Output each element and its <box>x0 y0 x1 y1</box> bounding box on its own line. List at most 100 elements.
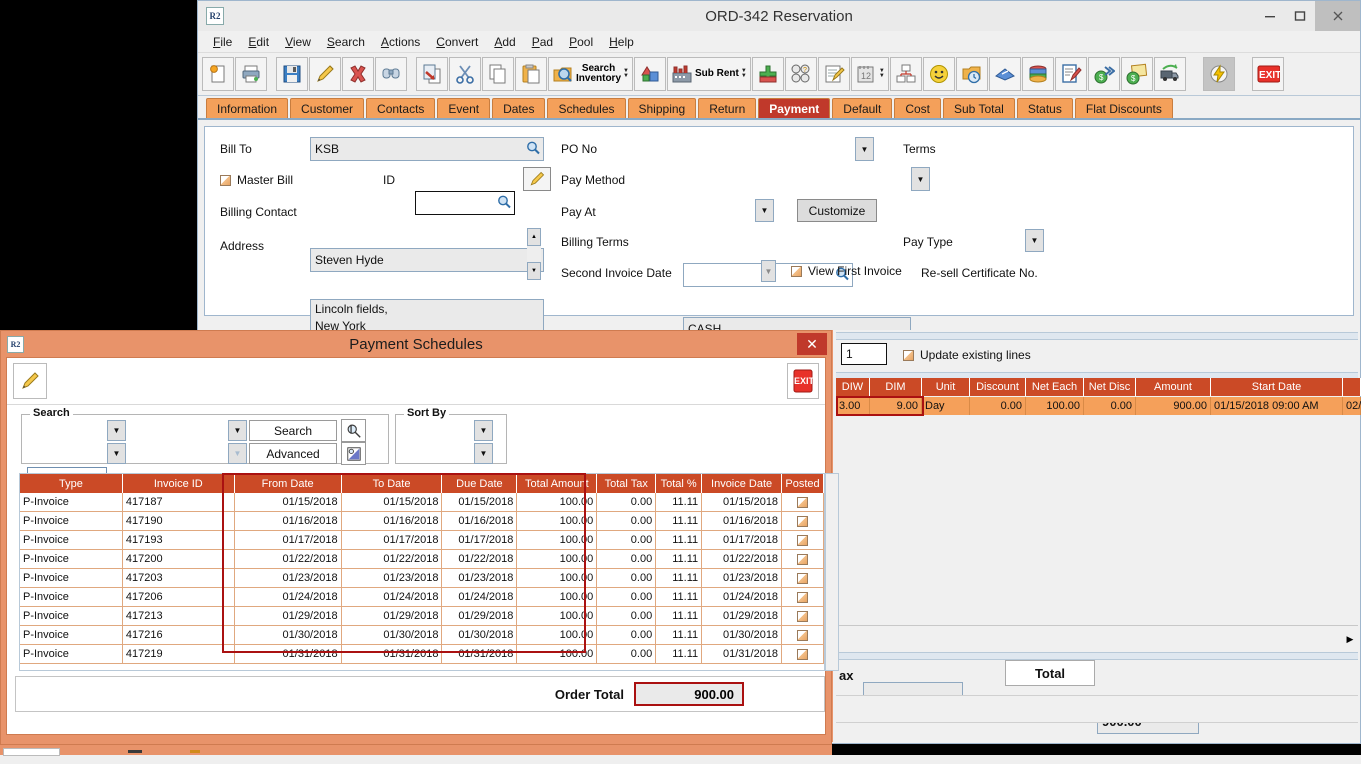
column-header-discount[interactable]: Discount <box>970 378 1026 396</box>
column-header-total-tax[interactable]: Total Tax <box>597 474 657 493</box>
menu-item-pool[interactable]: Pool <box>569 34 594 49</box>
dialog-exit-button[interactable]: EXIT <box>787 363 819 399</box>
tab-default[interactable]: Default <box>832 98 893 118</box>
calendar-icon[interactable]: 12 ▼ ▼ <box>850 57 889 91</box>
search-value-dropdown[interactable]: ▼ <box>228 420 247 441</box>
column-header-total-pct[interactable]: Total % <box>656 474 703 493</box>
taskbar-item[interactable] <box>3 748 60 756</box>
power-flash-icon[interactable] <box>1202 57 1235 91</box>
tab-status[interactable]: Status <box>1016 98 1073 118</box>
search-button[interactable]: Search <box>249 420 337 441</box>
checkbox-icon[interactable] <box>903 349 914 361</box>
money-fast-icon[interactable]: $ <box>1087 57 1120 91</box>
table-row[interactable]: P-Invoice 417203 01/23/2018 01/23/2018 01/23… <box>20 569 824 588</box>
add-plus-icon[interactable] <box>751 57 784 91</box>
tab-event[interactable]: Event <box>437 98 491 118</box>
table-row[interactable]: P-Invoice 417206 01/24/2018 01/24/2018 01/24… <box>20 588 824 607</box>
sort-field-2-dropdown[interactable]: ▼ <box>474 443 493 464</box>
second-invoice-date-dropdown[interactable]: ▼ <box>761 260 776 282</box>
tab-shipping[interactable]: Shipping <box>627 98 697 118</box>
checkbox-icon[interactable] <box>797 629 809 641</box>
pay-type-dropdown[interactable]: ▼ <box>1025 229 1044 252</box>
id-field[interactable] <box>415 191 515 215</box>
column-header-invoice-id[interactable]: Invoice ID <box>122 474 235 493</box>
tab-customer[interactable]: Customer <box>290 98 365 118</box>
tab-information[interactable]: Information <box>206 98 289 118</box>
search-tool-icon[interactable] <box>341 419 366 442</box>
table-row[interactable]: P-Invoice 417213 01/29/2018 01/29/2018 01/29… <box>20 607 824 626</box>
menu-item-view[interactable]: View <box>285 34 311 49</box>
truck-return-icon[interactable] <box>1153 57 1186 91</box>
table-row[interactable]: P-Invoice 417216 01/30/2018 01/30/2018 01/30… <box>20 626 824 645</box>
po-no-dropdown[interactable]: ▼ <box>855 137 874 161</box>
tab-flat-discounts[interactable]: Flat Discounts <box>1074 98 1173 118</box>
scroll-down-icon[interactable]: ▼ <box>527 262 541 280</box>
org-chart-icon[interactable] <box>889 57 922 91</box>
bill-to-field[interactable]: KSB <box>310 137 544 161</box>
tab-schedules[interactable]: Schedules <box>547 98 626 118</box>
checkbox-icon[interactable] <box>220 174 231 186</box>
table-row[interactable]: P-Invoice 417200 01/22/2018 01/22/2018 01/22… <box>20 550 824 569</box>
edit-id-button[interactable] <box>523 167 551 191</box>
edit-pencil-icon[interactable] <box>309 57 341 91</box>
menu-item-search[interactable]: Search <box>326 34 365 49</box>
invoice-money-icon[interactable]: $ <box>1120 57 1153 91</box>
minimize-button[interactable] <box>1255 1 1285 31</box>
checkbox-icon[interactable] <box>797 496 809 508</box>
search-icon[interactable] <box>835 267 849 284</box>
column-header-net-each[interactable]: Net Each <box>1026 378 1084 396</box>
column-header-to-date[interactable]: To Date <box>341 474 443 493</box>
checkbox-icon[interactable] <box>797 648 809 660</box>
swap-icon[interactable] <box>633 57 666 91</box>
column-header-amount[interactable]: Amount <box>1136 378 1211 396</box>
menu-item-pad[interactable]: Pad <box>531 34 554 49</box>
tab-cost[interactable]: Cost <box>894 98 941 118</box>
lines-grid-row[interactable]: 3.00 9.00 Day 0.00 100.00 0.00 900.00 01… <box>836 397 1361 415</box>
checkbox-icon[interactable] <box>797 515 809 527</box>
smiley-icon[interactable] <box>922 57 955 91</box>
column-header-next[interactable] <box>1343 378 1361 396</box>
menu-item-actions[interactable]: Actions <box>380 34 421 49</box>
tab-sub-total[interactable]: Sub Total <box>943 98 1015 118</box>
customize-button[interactable]: Customize <box>797 199 877 222</box>
column-header-dim[interactable]: DIM <box>870 378 922 396</box>
report-edit-icon[interactable] <box>1054 57 1087 91</box>
tab-contacts[interactable]: Contacts <box>366 98 436 118</box>
dialog-close-button[interactable]: ✕ <box>797 333 827 355</box>
table-row[interactable]: P-Invoice 417219 01/31/2018 01/31/2018 01/31… <box>20 645 824 664</box>
checkbox-icon[interactable] <box>797 534 809 546</box>
tab-dates[interactable]: Dates <box>492 98 546 118</box>
column-header-from-date[interactable]: From Date <box>234 474 342 493</box>
menu-item-convert[interactable]: Convert <box>436 34 479 49</box>
search-inventory-icon[interactable]: Search Inventory ▼ ▼ <box>548 57 633 91</box>
checkbox-icon[interactable] <box>791 265 802 277</box>
search-field-type-dropdown[interactable]: ▼ <box>107 420 126 441</box>
exit-icon[interactable]: EXIT <box>1251 57 1284 91</box>
database-icon[interactable] <box>1021 57 1054 91</box>
billing-contact-field[interactable]: Steven Hyde <box>310 248 544 272</box>
column-header-unit[interactable]: Unit <box>922 378 970 396</box>
tab-return[interactable]: Return <box>698 98 757 118</box>
search-value-2-dropdown[interactable]: ▼ <box>228 443 247 464</box>
view-first-invoice-checkbox[interactable]: View First Invoice <box>791 264 902 278</box>
sort-field-1-dropdown[interactable]: ▼ <box>474 420 493 441</box>
search-icon[interactable] <box>526 141 540 158</box>
scroll-up-icon[interactable]: ▲ <box>527 228 541 246</box>
dropdown-arrow-icon[interactable]: ▼ ▼ <box>623 68 629 79</box>
cut-scissors-icon[interactable] <box>449 57 481 91</box>
quantity-field[interactable]: 1 <box>841 343 887 365</box>
menu-item-add[interactable]: Add <box>494 34 516 49</box>
copy-icon[interactable] <box>482 57 514 91</box>
search-icon[interactable] <box>497 195 511 212</box>
column-header-due-date[interactable]: Due Date <box>442 474 518 493</box>
dropdown-arrow-icon[interactable]: ▼ ▼ <box>878 68 885 79</box>
table-row[interactable]: P-Invoice 417187 01/15/2018 01/15/2018 01/15… <box>20 493 824 512</box>
save-icon[interactable] <box>276 57 308 91</box>
column-header-diw[interactable]: DIW <box>836 378 870 396</box>
folder-clock-icon[interactable] <box>955 57 988 91</box>
advanced-button[interactable]: Advanced <box>249 443 337 464</box>
tab-payment[interactable]: Payment <box>758 98 831 118</box>
close-button[interactable] <box>1315 1 1360 31</box>
checkbox-icon[interactable] <box>797 572 809 584</box>
column-header-net-disc[interactable]: Net Disc <box>1084 378 1136 396</box>
